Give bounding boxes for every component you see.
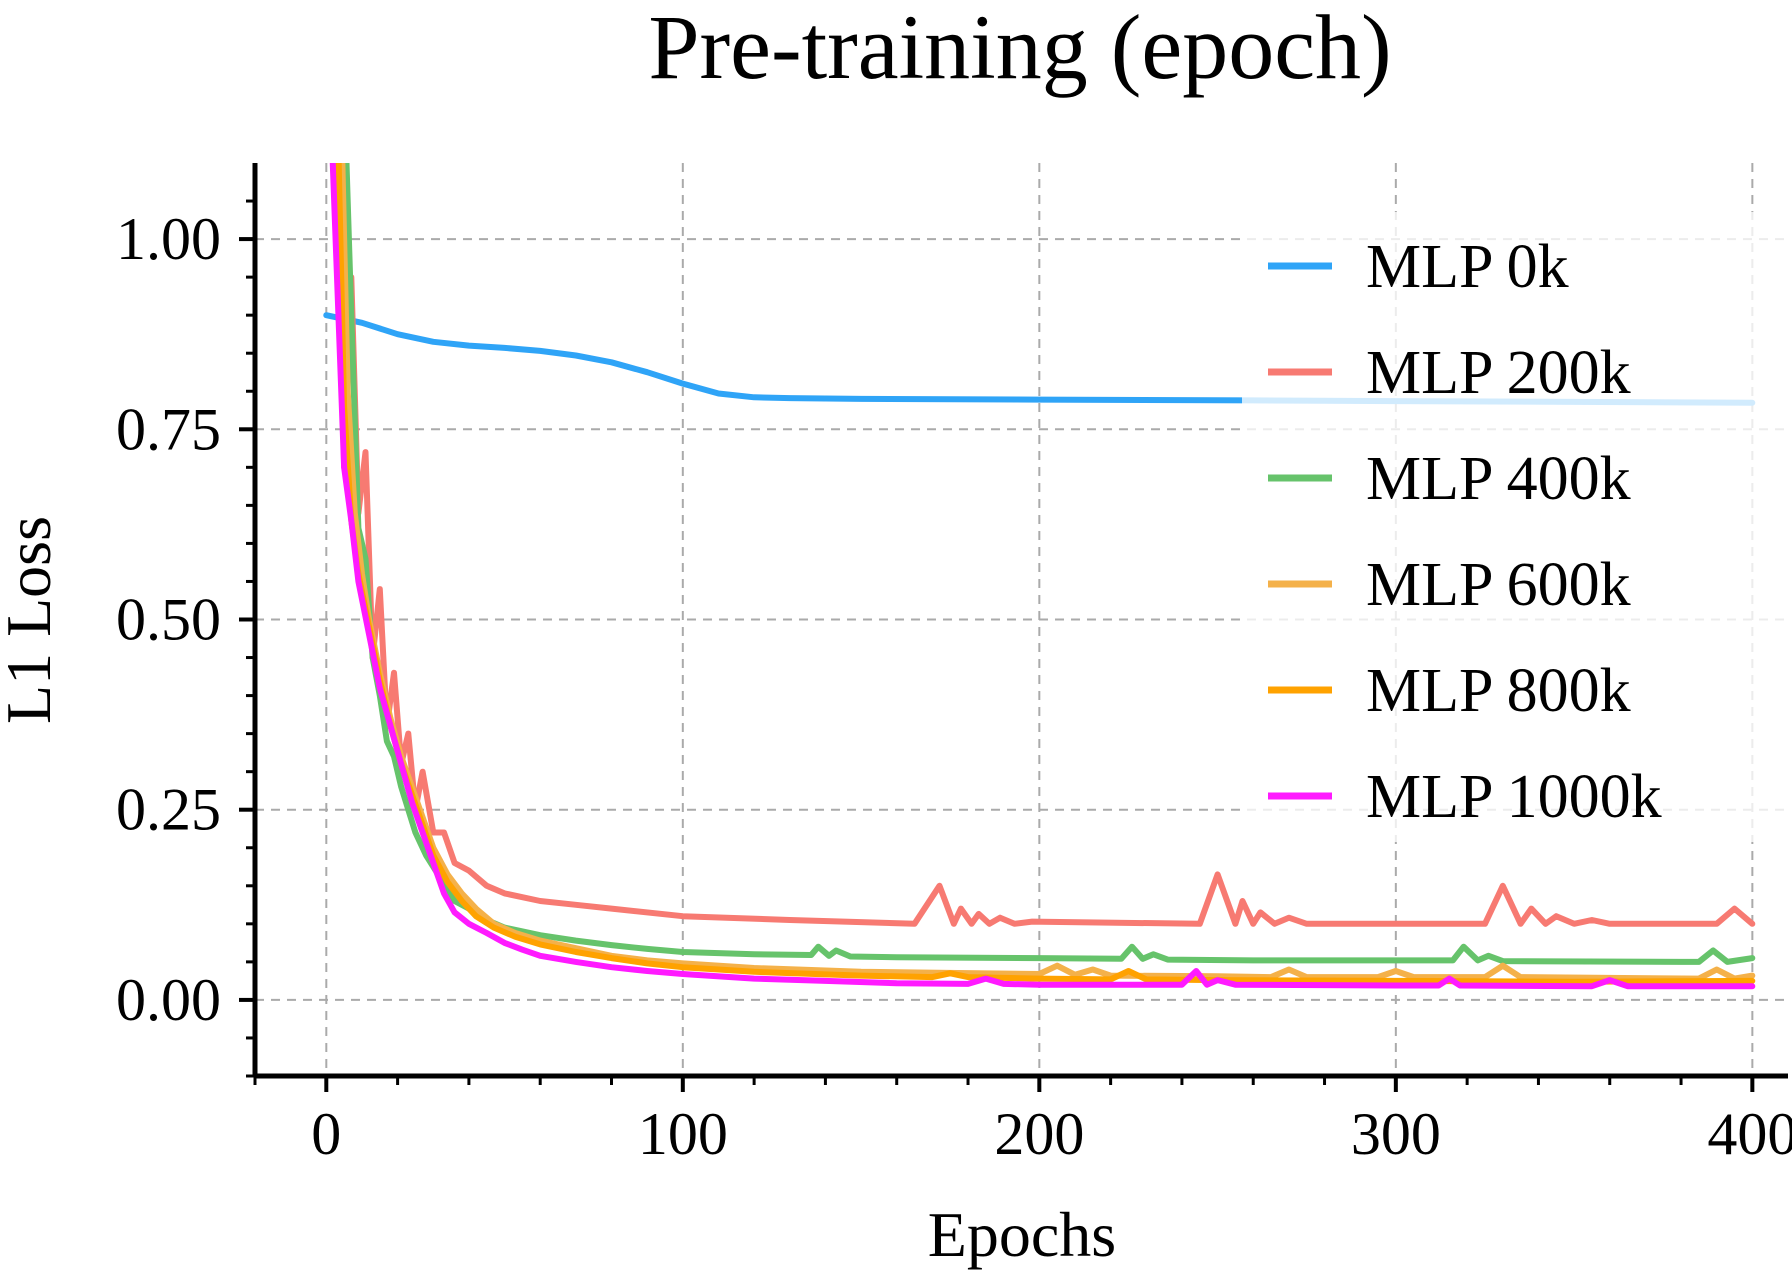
legend-label: MLP 1000k (1366, 763, 1662, 831)
legend-label: MLP 600k (1366, 551, 1631, 619)
series-line-mlp-400k (343, 163, 1756, 965)
y-tick-label: 0.25 (116, 777, 221, 843)
legend-label: MLP 800k (1366, 657, 1631, 725)
series-line-mlp-1000k (329, 163, 1756, 990)
y-tick-label: 0.50 (116, 587, 221, 653)
series-line-mlp-0k (323, 312, 1756, 406)
legend: MLP 0k MLP 200k MLP 400k MLP 600k MLP 800k ML… (1242, 212, 1790, 842)
x-axis-label: Epochs (928, 1199, 1116, 1270)
chart-title: Pre-training (epoch) (648, 0, 1391, 98)
y-axis-label: L1 Loss (0, 516, 64, 724)
legend-box (1242, 212, 1790, 842)
y-tick-label: 0.00 (116, 967, 221, 1033)
legend-label: MLP 0k (1366, 233, 1569, 301)
y-tick-label: 1.00 (116, 206, 221, 272)
series-layer (323, 163, 1756, 990)
legend-label: MLP 400k (1366, 445, 1631, 513)
x-tick-label: 100 (638, 1101, 728, 1167)
legend-label: MLP 200k (1366, 339, 1631, 407)
y-tick-label: 0.75 (116, 396, 221, 462)
axes: 0 100 200 300 400 0.00 0.25 0.50 0.75 1.00 (116, 163, 1792, 1167)
x-tick-label: 0 (311, 1101, 341, 1167)
x-tick-label: 400 (1707, 1101, 1792, 1167)
x-tick-label: 300 (1351, 1101, 1441, 1167)
x-tick-label: 200 (994, 1101, 1084, 1167)
